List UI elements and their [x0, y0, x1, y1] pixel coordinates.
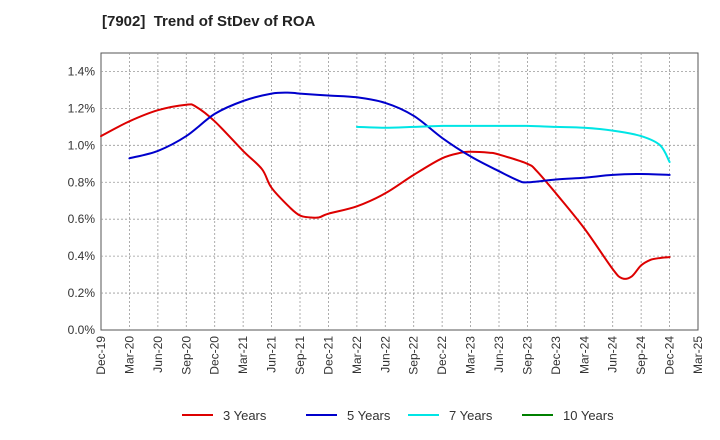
series-line-2 [355, 124, 671, 163]
y-tick-label: 0.0% [68, 323, 96, 337]
x-tick-label: Mar-23 [464, 336, 478, 374]
x-tick-label: Jun-22 [378, 336, 392, 373]
x-tick-label: Sep-21 [293, 336, 307, 375]
x-tick-label: Mar-22 [350, 336, 364, 374]
y-tick-label: 1.4% [68, 64, 96, 78]
x-tick-label: Dec-20 [208, 336, 222, 375]
legend-label-1: 5 Years [347, 408, 391, 423]
x-tick-label: Sep-23 [520, 336, 534, 375]
y-tick-label: 0.2% [68, 286, 96, 300]
y-tick-label: 1.2% [68, 101, 96, 115]
legend-label-0: 3 Years [223, 408, 267, 423]
legend-label-2: 7 Years [449, 408, 493, 423]
y-tick-label: 0.4% [68, 249, 96, 263]
x-tick-label: Dec-24 [663, 336, 677, 375]
x-tick-label: Sep-20 [179, 336, 193, 375]
x-tick-label: Jun-21 [265, 336, 279, 373]
series-layer [100, 91, 671, 280]
series-line-0 [100, 103, 671, 280]
axis-layer: 0.0% 0.2% 0.4% 0.6% 0.8% 1.0% 1.2% 1.4% Dec-19 Ma… [68, 64, 705, 374]
y-tick-label: 0.6% [68, 212, 96, 226]
x-tick-label: Mar-24 [577, 336, 591, 374]
x-tick-label: Dec-21 [321, 336, 335, 375]
x-tick-label: Jun-23 [492, 336, 506, 373]
x-tick-label: Dec-19 [94, 336, 108, 375]
legend: 3 Years 5 Years 7 Years 10 Years [182, 408, 614, 423]
x-tick-label: Jun-24 [606, 336, 620, 373]
y-tick-label: 0.8% [68, 175, 96, 189]
legend-label-3: 10 Years [563, 408, 614, 423]
x-tick-label: Sep-22 [407, 336, 421, 375]
x-tick-label: Dec-23 [549, 336, 563, 375]
x-tick-label: Dec-22 [435, 336, 449, 375]
x-tick-label: Sep-24 [634, 336, 648, 375]
x-tick-label: Mar-21 [236, 336, 250, 374]
plot-area [100, 52, 699, 331]
series-line-1 [128, 91, 671, 184]
x-tick-label: Mar-25 [691, 336, 705, 374]
grid-layer [101, 53, 698, 330]
x-tick-label: Jun-20 [151, 336, 165, 373]
chart-title: [7902] Trend of StDev of ROA [102, 13, 316, 30]
x-tick-label: Mar-20 [122, 336, 136, 374]
y-tick-label: 1.0% [68, 138, 96, 152]
